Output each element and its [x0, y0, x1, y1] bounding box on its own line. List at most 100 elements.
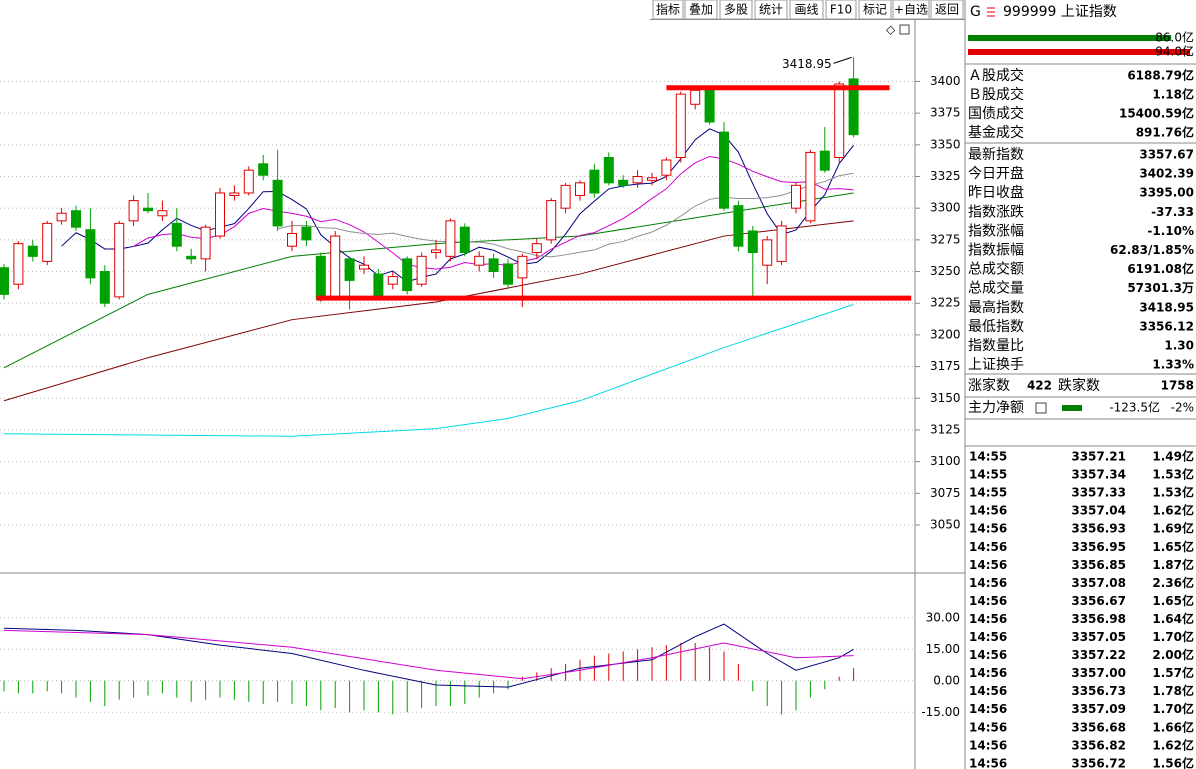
- candle-body: [42, 222, 53, 262]
- candle-body: [272, 179, 283, 227]
- y-tick-label: 3075: [930, 486, 961, 500]
- trade-time: 14:56: [969, 648, 1007, 662]
- toolbar-button[interactable]: [930, 0, 964, 20]
- toolbar-label[interactable]: +自选: [894, 3, 928, 17]
- toolbar-button[interactable]: [825, 0, 857, 20]
- up-label: 涨家数: [968, 377, 1010, 394]
- y-tick-label: 3225: [930, 296, 961, 310]
- candle-body: [819, 150, 830, 171]
- trade-price: 3356.95: [1071, 540, 1126, 554]
- candle-body: [215, 192, 225, 237]
- y-tick-label: 3200: [930, 327, 961, 341]
- toolbar-label[interactable]: 叠加: [689, 3, 713, 17]
- toolbar-label[interactable]: 多股: [724, 3, 748, 17]
- ma-line: [3, 304, 854, 437]
- candle-body: [200, 226, 211, 260]
- stat-label: 上证换手: [968, 356, 1024, 373]
- flow-label: 94.0亿: [1155, 44, 1194, 59]
- trade-price: 3356.85: [1071, 558, 1126, 572]
- y-tick-label: 3325: [930, 169, 961, 183]
- flow-bar: [968, 49, 1190, 55]
- net-icon: [1035, 402, 1047, 414]
- stat-value: 15400.59亿: [1119, 106, 1194, 121]
- y-tick-label: 3175: [930, 359, 961, 373]
- net-bar: [1062, 405, 1082, 411]
- trade-price: 3357.00: [1071, 666, 1126, 680]
- candle-body: [114, 222, 125, 298]
- stat-value: 891.76亿: [1136, 125, 1194, 140]
- toolbar-label[interactable]: 返回: [935, 3, 959, 17]
- trade-volume: 1.53亿: [1152, 467, 1194, 482]
- candle-body: [575, 182, 585, 197]
- candle-body: [805, 151, 816, 222]
- candle-body: [445, 220, 456, 257]
- trade-volume: 1.62亿: [1152, 503, 1194, 518]
- candle-body: [488, 258, 499, 273]
- candle-body: [85, 229, 96, 279]
- stat-value: 6191.08亿: [1127, 261, 1194, 276]
- trade-price: 3356.67: [1071, 594, 1126, 608]
- trade-price: 3356.72: [1071, 756, 1126, 769]
- y-tick-label: 3150: [930, 391, 961, 405]
- trade-price: 3356.98: [1071, 612, 1126, 626]
- stat-value: 3395.00: [1139, 186, 1194, 200]
- stat-value: 3402.39: [1139, 167, 1194, 181]
- toolbar-button[interactable]: [892, 0, 930, 20]
- toolbar-button[interactable]: [719, 0, 753, 20]
- candle-body: [186, 255, 197, 260]
- toolbar-label[interactable]: 画线: [794, 3, 818, 17]
- ma-line: [3, 220, 854, 402]
- toolbar-label[interactable]: 标记: [863, 3, 887, 17]
- candle-body: [128, 200, 139, 222]
- y-tick-label: 3300: [930, 201, 961, 215]
- trade-volume: 1.64亿: [1152, 611, 1194, 626]
- trade-price: 3356.82: [1071, 738, 1126, 752]
- stat-label: 最新指数: [968, 147, 1024, 163]
- down-label: 跌家数: [1058, 377, 1100, 394]
- stat-label: 昨日收盘: [968, 184, 1024, 201]
- candle-body: [287, 233, 297, 247]
- dea-line: [3, 629, 854, 680]
- trade-time: 14:56: [969, 666, 1007, 680]
- trade-volume: 1.57亿: [1152, 665, 1194, 680]
- trade-time: 14:56: [969, 612, 1007, 626]
- toolbar-button[interactable]: [754, 0, 788, 20]
- toolbar-button[interactable]: [858, 0, 892, 20]
- toolbar-label[interactable]: 指标: [656, 2, 680, 17]
- annotation-arrow: [833, 56, 852, 64]
- badge: G: [970, 4, 981, 20]
- toolbar-button[interactable]: [684, 0, 718, 20]
- candle-body: [402, 258, 413, 292]
- trade-price: 3357.33: [1071, 486, 1126, 500]
- up-count: 422: [1027, 379, 1052, 393]
- trade-time: 14:55: [969, 468, 1007, 482]
- candle-body: [315, 255, 326, 300]
- stat-value: 3357.67: [1139, 148, 1194, 162]
- trade-time: 14:55: [969, 486, 1007, 500]
- toolbar-label[interactable]: 统计: [759, 3, 783, 17]
- candle-body: [416, 255, 427, 285]
- toolbar-button[interactable]: [652, 0, 684, 20]
- stat-value: 1.18亿: [1152, 87, 1194, 102]
- candle-body: [776, 225, 787, 262]
- icon: [899, 24, 910, 35]
- trade-volume: 1.62亿: [1152, 737, 1194, 752]
- stat-label: 指数涨跌: [968, 204, 1024, 220]
- candle-body: [675, 93, 686, 158]
- trade-volume: 1.70亿: [1152, 629, 1194, 644]
- y-tick-label: -15.00: [921, 705, 960, 719]
- toolbar-label[interactable]: F10: [830, 3, 852, 17]
- trade-time: 14:56: [969, 630, 1007, 644]
- candle-body: [632, 175, 643, 184]
- candle-body: [690, 89, 701, 105]
- toolbar-button[interactable]: [789, 0, 824, 20]
- trade-time: 14:56: [969, 522, 1007, 536]
- candle-body: [301, 226, 312, 241]
- stat-label: 总成交量: [968, 280, 1024, 297]
- down-count: 1758: [1161, 379, 1194, 393]
- candle-body: [733, 205, 744, 247]
- candle-body: [56, 212, 67, 222]
- candle-body: [517, 255, 528, 279]
- stat-label: 今日开盘: [968, 165, 1024, 182]
- trade-price: 3357.22: [1071, 648, 1126, 662]
